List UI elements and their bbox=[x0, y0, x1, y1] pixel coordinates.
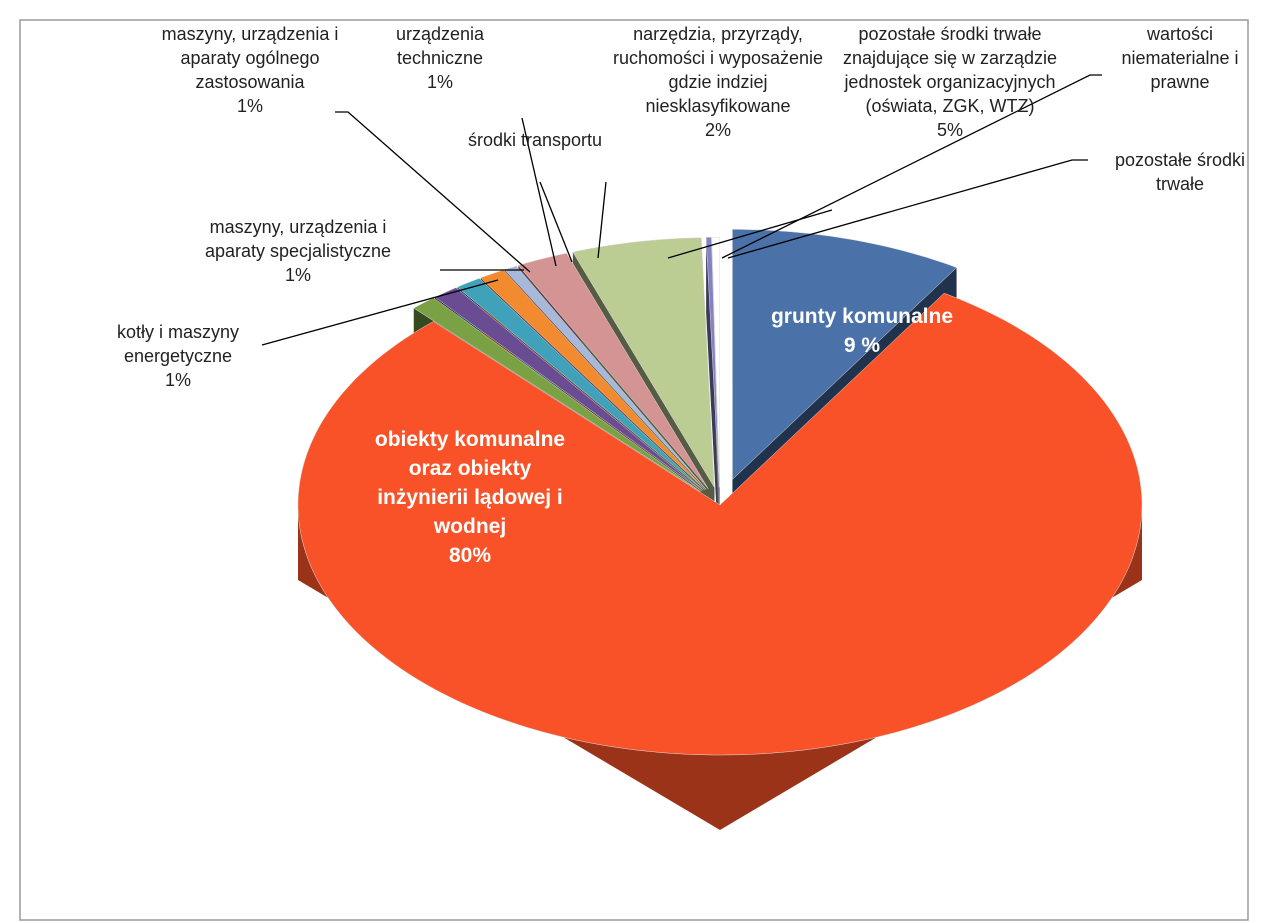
category-label: wartości niematerialne i prawne bbox=[1121, 24, 1239, 92]
slice-label: środki transportu bbox=[430, 128, 640, 152]
slice bbox=[456, 278, 704, 491]
leader-line bbox=[667, 209, 833, 259]
leader-line bbox=[521, 117, 557, 267]
category-label: narzędzia, przyrządy, ruchomości i wypos… bbox=[612, 24, 824, 116]
slice-side bbox=[298, 505, 1142, 830]
category-label: kotły i maszyny energetyczne bbox=[116, 322, 240, 366]
slice-label: grunty komunalne 9 % bbox=[742, 302, 982, 360]
category-label: obiekty komunalne oraz obiekty inżynieri… bbox=[374, 428, 566, 538]
category-label: maszyny, urządzenia i aparaty ogólnego z… bbox=[161, 24, 339, 92]
category-label: maszyny, urządzenia i aparaty specjalist… bbox=[204, 217, 392, 261]
category-label: urządzenia techniczne bbox=[395, 24, 485, 68]
leader-line bbox=[727, 159, 1088, 259]
slice bbox=[572, 237, 715, 488]
slice-label: obiekty komunalne oraz obiekty inżynieri… bbox=[365, 425, 575, 570]
value-label: 5% bbox=[936, 120, 963, 140]
slice bbox=[705, 237, 720, 488]
slice bbox=[732, 229, 958, 480]
value-label: 9 % bbox=[843, 334, 881, 357]
slice-label: narzędzia, przyrządy, ruchomości i wypos… bbox=[601, 22, 836, 142]
value-label: 80% bbox=[448, 544, 492, 567]
value-label: 1% bbox=[284, 265, 311, 285]
slice bbox=[297, 292, 1143, 756]
leader-line bbox=[721, 74, 1102, 259]
slice-label: urządzenia techniczne 1% bbox=[370, 22, 510, 94]
slice-label: maszyny, urządzenia i aparaty specjalist… bbox=[183, 215, 413, 287]
leader-line bbox=[261, 279, 499, 346]
slice-label: kotły i maszyny energetyczne 1% bbox=[78, 320, 278, 392]
category-label: środki transportu bbox=[467, 130, 603, 150]
value-label: 2% bbox=[704, 120, 731, 140]
slice bbox=[711, 236, 720, 488]
frame bbox=[19, 19, 1249, 921]
slice-wall bbox=[706, 237, 720, 563]
slice-label: pozostałe środki trwałe bbox=[1095, 148, 1265, 196]
value-label: 1% bbox=[164, 370, 191, 390]
slice bbox=[504, 265, 707, 490]
leader-line bbox=[539, 181, 573, 263]
value-label: 1% bbox=[236, 96, 263, 116]
category-label: grunty komunalne bbox=[770, 305, 954, 328]
leader-line bbox=[597, 181, 607, 259]
slice-label: pozostałe środki trwałe znajdujące się w… bbox=[830, 22, 1070, 142]
category-label: pozostałe środki trwałe znajdujące się w… bbox=[842, 24, 1058, 116]
slice-label: maszyny, urządzenia i aparaty ogólnego z… bbox=[130, 22, 370, 118]
slice-label: wartości niematerialne i prawne bbox=[1095, 22, 1265, 94]
category-label: pozostałe środki trwałe bbox=[1114, 150, 1246, 194]
value-label: 1% bbox=[426, 72, 453, 92]
leader-line bbox=[335, 111, 531, 273]
